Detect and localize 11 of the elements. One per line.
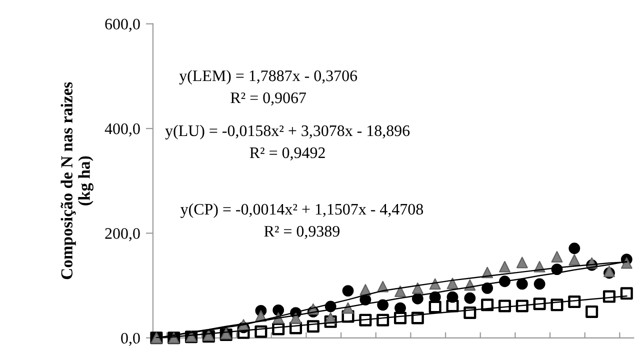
annotation: y(CP) = -0,0014x² + 1,1507x - 4,4708 <box>180 203 424 218</box>
y-tick-label: 200,0 <box>105 228 140 242</box>
y-tick-label: 400,0 <box>104 123 140 137</box>
annotation: y(LU) = -0,0158x² + 3,3078x - 18,896 <box>165 124 410 140</box>
annotation: R² = 0,9492 <box>250 147 325 160</box>
annotation: R² = 0,9389 <box>264 226 340 239</box>
y-axis-title: Composição de N nas raizes (kg ha) <box>60 82 94 280</box>
annotation: R² = 0,9067 <box>230 92 306 106</box>
y-tick-label: 600,0 <box>105 18 140 32</box>
annotation: y(LEM) = 1,7887x - 0,3706 <box>179 70 358 84</box>
y-tick-label: 0,0 <box>121 332 140 346</box>
